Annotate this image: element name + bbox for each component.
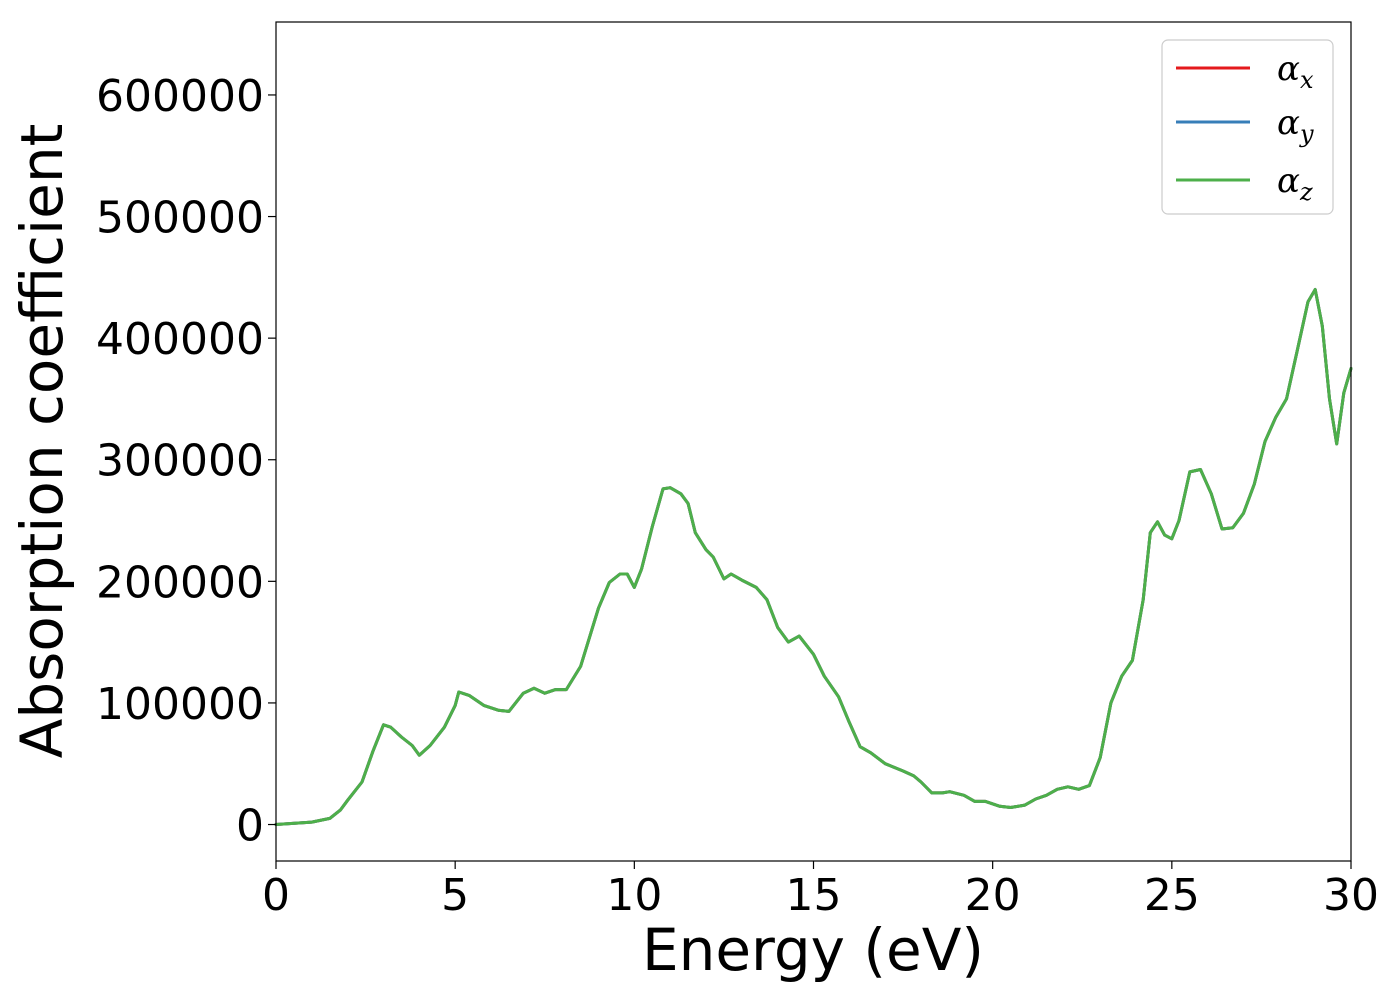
y-axis-title: Absorption coefficient xyxy=(8,124,76,759)
y-tick-label: 600000 xyxy=(96,71,264,122)
y-tick-label: 300000 xyxy=(96,436,264,487)
series-line-x xyxy=(274,288,1353,826)
legend: αx αy αz xyxy=(1161,39,1334,215)
x-tick-label: 25 xyxy=(1144,870,1200,921)
y-axis-ticks: 0 100000 200000 300000 400000 500000 600000 xyxy=(96,71,276,852)
legend-entries: αx αy αz xyxy=(1176,49,1314,206)
x-tick-label: 5 xyxy=(441,870,469,921)
y-tick-label: 200000 xyxy=(96,557,264,608)
x-axis-ticks: 0 5 10 15 20 25 30 xyxy=(262,861,1379,921)
y-tick-label: 0 xyxy=(236,801,264,852)
legend-label-z: αz xyxy=(1277,161,1313,206)
x-tick-label: 30 xyxy=(1323,870,1379,921)
series-line-z xyxy=(274,288,1353,826)
y-tick-label: 400000 xyxy=(96,314,264,365)
legend-label-x: αx xyxy=(1277,49,1314,94)
x-tick-label: 15 xyxy=(786,870,842,921)
x-tick-label: 0 xyxy=(262,870,290,921)
series-line-y xyxy=(274,288,1353,826)
y-tick-label: 100000 xyxy=(96,679,264,730)
x-axis-title: Energy (eV) xyxy=(642,916,984,984)
y-tick-label: 500000 xyxy=(96,193,264,244)
legend-box xyxy=(1161,39,1334,215)
x-tick-label: 10 xyxy=(606,870,662,921)
legend-label-y: αy xyxy=(1277,103,1314,148)
x-tick-label: 20 xyxy=(965,870,1021,921)
series-layer xyxy=(274,288,1353,826)
